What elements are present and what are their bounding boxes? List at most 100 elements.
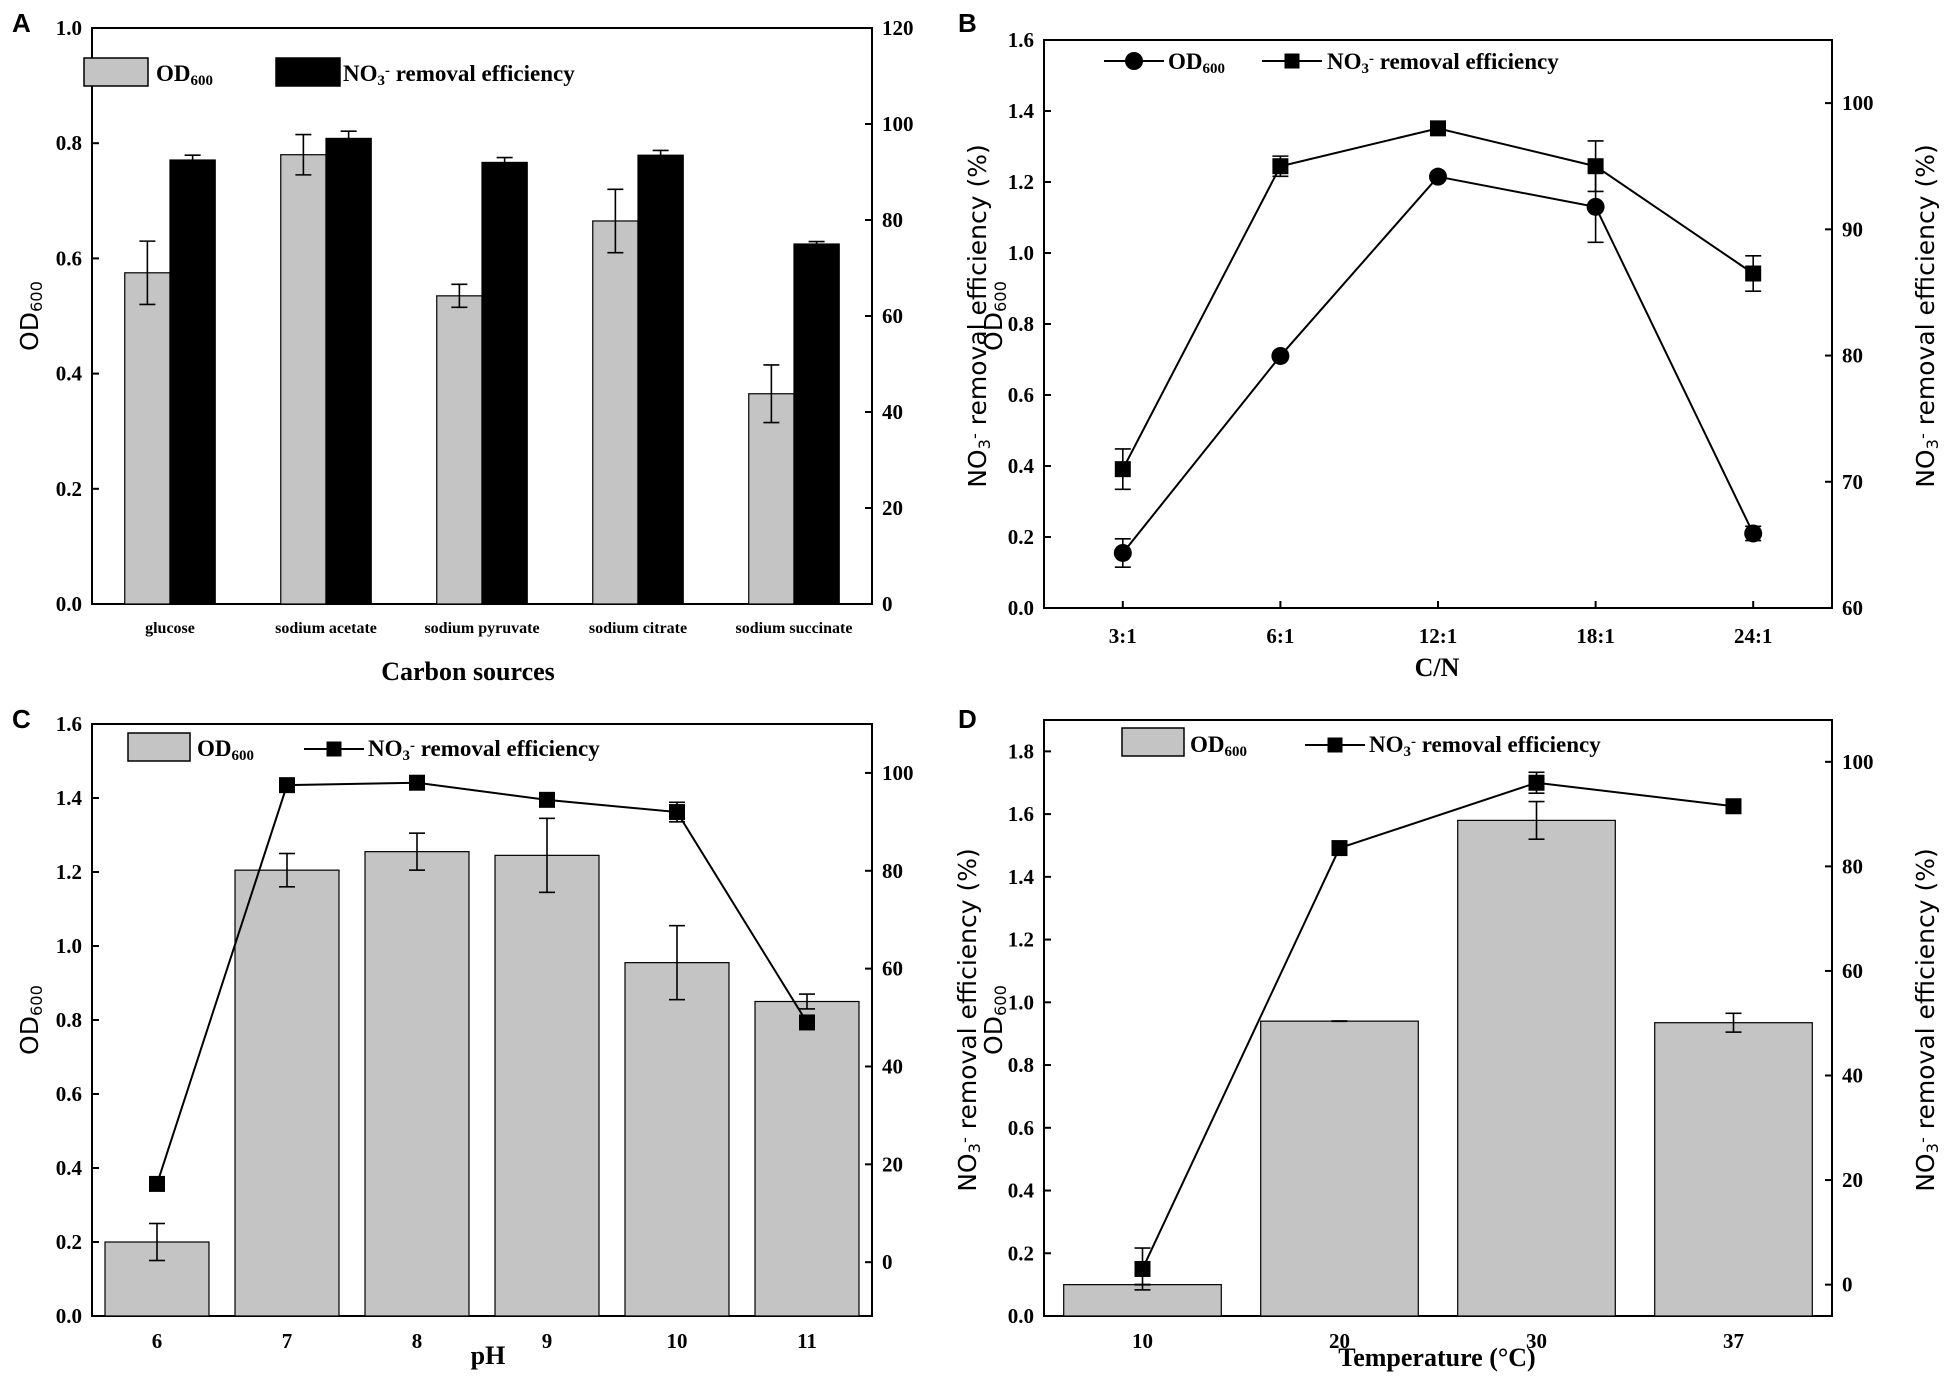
point-no3-removal: [1134, 1260, 1151, 1277]
x-tick-label: sodium pyruvate: [424, 620, 539, 637]
y-right-tick-label: 120: [882, 16, 914, 40]
y-left-tick-label: 1.0: [1008, 241, 1034, 265]
y-right-axis-title: NO3- removal efficiency (%): [1911, 848, 1942, 1192]
panel-A: A 0.0 0.2 0.4 0.6 0.8 1.0 0 20 40 60 80 100 120 glucos…: [12, 8, 994, 686]
legend-swatch-od600: [83, 57, 149, 87]
y-left-tick-label: 0.4: [56, 1156, 83, 1180]
y-right-tick-label: 80: [882, 859, 903, 883]
point-no3-removal: [799, 1014, 815, 1031]
x-tick-label: 7: [282, 1329, 293, 1353]
y-left-tick-label: 0.0: [56, 1304, 82, 1328]
y-left-tick-label: 0.8: [56, 131, 82, 155]
legend-marker-no3: [1284, 53, 1300, 69]
panel-B: B 0.0 0.2 0.4 0.6 0.8 1.0 1.2 1.4 1.6 60 70 80 90 100 3…: [958, 8, 1942, 682]
y-left-tick-label: 1.6: [56, 712, 82, 736]
y-left-tick-label: 1.0: [1008, 990, 1034, 1014]
y-left-tick-label: 1.6: [1008, 802, 1034, 826]
bar-no3-removal: [481, 161, 528, 605]
y-right-axis-title: NO3- removal efficiency (%): [963, 144, 994, 488]
point-no3-removal: [1528, 774, 1545, 791]
y-left-tick-label: 0.0: [56, 592, 82, 616]
legend-marker-no3: [326, 741, 342, 757]
y-left-tick-label: 0.6: [56, 246, 82, 270]
y-right-axis-title: NO3- removal efficiency (%): [953, 848, 984, 1192]
legend: OD600 NO3- removal efficiency: [1121, 727, 1601, 760]
y-left-tick-label: 0.8: [56, 1008, 82, 1032]
y-left-tick-label: 0.4: [1008, 454, 1035, 478]
bar-od600: [748, 393, 795, 605]
y-right-tick-label: 90: [1842, 217, 1863, 241]
point-no3-removal: [1587, 158, 1604, 175]
bar-od600: [754, 1000, 860, 1317]
point-od600: [1271, 346, 1290, 365]
y-left-tick-label: 0.2: [1008, 525, 1034, 549]
y-left-tick-label: 0.2: [56, 477, 82, 501]
y-left-tick-label: 1.2: [56, 860, 82, 884]
plot-frame: [1043, 719, 1833, 1317]
y-right-tick-label: 100: [882, 761, 914, 785]
y-left-tick-label: 1.4: [1008, 865, 1035, 889]
line-no3-removal: [1141, 781, 1734, 1270]
y-left-tick-label: 0.4: [1008, 1179, 1035, 1203]
point-no3-removal: [149, 1175, 165, 1192]
panel-letter-C: C: [12, 704, 31, 734]
y-right-tick-label: 100: [882, 112, 914, 136]
point-od600: [1586, 197, 1605, 216]
legend-label-od600: OD600: [1168, 49, 1225, 77]
x-tick-label: 10: [667, 1329, 688, 1353]
y-left-tick-label: 0.2: [56, 1230, 82, 1254]
y-right-tick-label: 80: [882, 208, 903, 232]
x-tick-label: 18:1: [1576, 624, 1615, 648]
bar-od600: [234, 869, 340, 1317]
x-tick-label: glucose: [145, 620, 195, 637]
point-no3-removal: [279, 777, 295, 794]
y-right-tick-label: 60: [1842, 596, 1863, 620]
legend-label-od600: OD600: [197, 736, 254, 764]
x-tick-label: 30: [1526, 1329, 1547, 1353]
y-left-tick-label: 1.8: [1008, 739, 1034, 763]
y-right-tick-label: 0: [1842, 1273, 1853, 1297]
y-right-tick-label: 80: [1842, 344, 1863, 368]
y-right-tick-label: 0: [882, 1250, 893, 1274]
legend: OD600 NO3- removal efficiency: [1104, 49, 1559, 77]
y-right-tick-label: 60: [882, 304, 903, 328]
y-right-tick-label: 40: [1842, 1064, 1863, 1088]
bar-no3-removal: [169, 159, 216, 605]
x-tick-label: sodium citrate: [589, 620, 687, 637]
x-tick-label: sodium acetate: [275, 620, 377, 637]
legend-label-no3: NO3- removal efficiency: [1327, 49, 1559, 77]
point-no3-removal: [1114, 461, 1131, 478]
legend: OD600 NO3- removal efficiency: [127, 732, 600, 764]
legend-label-od600: OD600: [1190, 732, 1247, 760]
bar-no3-removal: [325, 137, 372, 605]
x-tick-label: 6: [152, 1329, 163, 1353]
y-left-axis-title: OD600: [979, 985, 1010, 1055]
x-axis-title: Temperature (°C): [1338, 1343, 1535, 1372]
x-tick-label: 20: [1329, 1329, 1350, 1353]
y-left-tick-label: 0.8: [1008, 1053, 1034, 1077]
y-left-tick-label: 0.4: [56, 362, 83, 386]
y-right-tick-label: 100: [1842, 750, 1874, 774]
bar-od600: [1260, 1020, 1419, 1317]
bar-no3-removal: [793, 243, 840, 605]
panel-C: C 0.0 0.2 0.4 0.6 0.8 1.0 1.2 1.4 1.6 0 20 40 60 80 100…: [12, 704, 984, 1370]
point-no3-removal: [1725, 798, 1742, 815]
y-left-axis-title: OD600: [15, 985, 46, 1055]
y-left-tick-label: 1.4: [56, 786, 83, 810]
y-right-tick-label: 60: [882, 957, 903, 981]
point-od600: [1744, 524, 1763, 543]
x-axis-title: pH: [471, 1341, 506, 1370]
x-axis-title: C/N: [1415, 653, 1460, 682]
legend-swatch-od600: [1121, 727, 1185, 757]
y-left-tick-label: 0.6: [1008, 1116, 1034, 1140]
panel-letter-D: D: [958, 704, 977, 734]
y-right-tick-label: 20: [882, 496, 903, 520]
point-no3-removal: [539, 791, 555, 808]
legend-label-no3: NO3- removal efficiency: [1369, 732, 1601, 760]
y-right-axis-title: NO3- removal efficiency (%): [1911, 144, 1942, 488]
x-tick-label: 24:1: [1734, 624, 1773, 648]
bar-od600: [124, 272, 171, 605]
point-no3-removal: [1745, 265, 1762, 282]
y-right-tick-label: 60: [1842, 959, 1863, 983]
y-right-tick-label: 100: [1842, 91, 1874, 115]
